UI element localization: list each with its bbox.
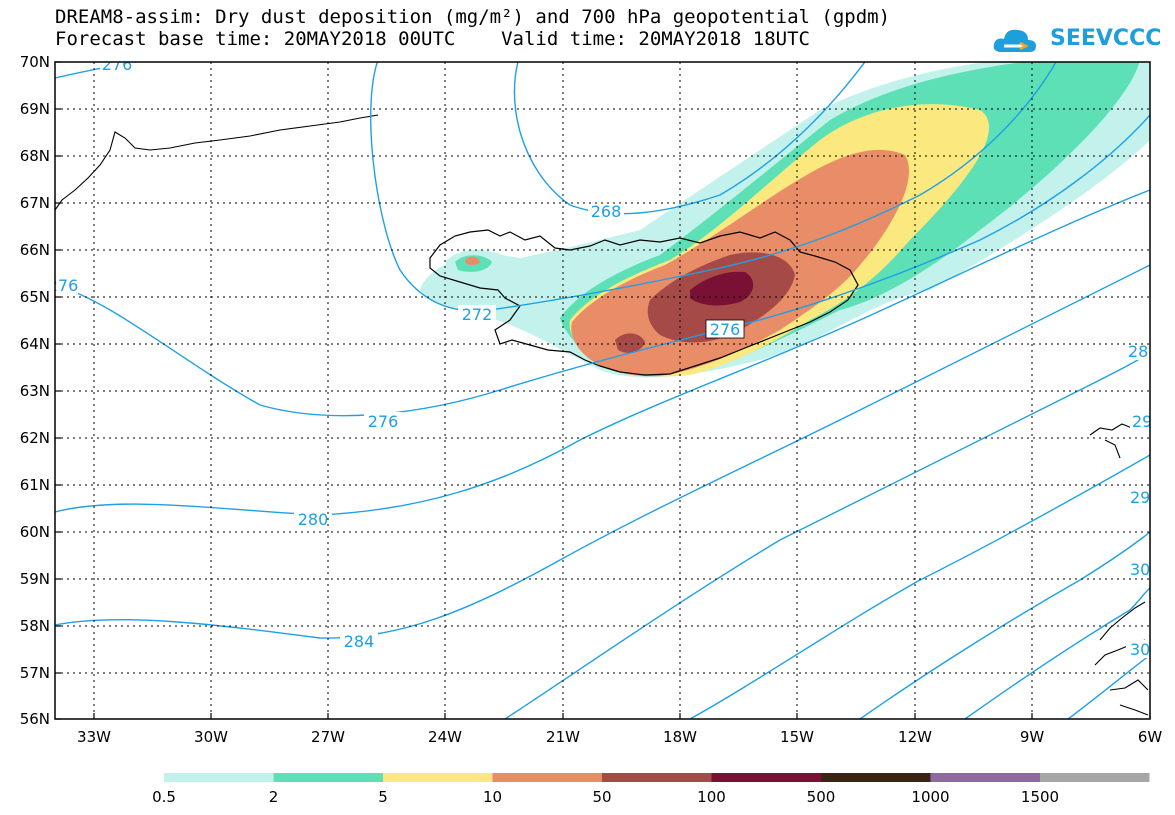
lat-label: 62N — [20, 429, 50, 447]
legend-swatch — [164, 773, 274, 782]
lon-label: 30W — [194, 728, 228, 746]
lat-label: 64N — [20, 335, 50, 353]
legend-tick: 1500 — [1021, 788, 1059, 806]
lat-label: 68N — [20, 147, 50, 165]
contour-280 — [55, 189, 1150, 516]
lon-label: 12W — [898, 728, 932, 746]
gridlines — [55, 62, 1150, 719]
dust-100-region — [690, 271, 754, 306]
legend-swatch — [821, 773, 931, 782]
contour-268 — [513, 62, 866, 215]
contour-label-272: 272 — [462, 305, 493, 324]
legend-tick: 10 — [483, 788, 502, 806]
legend-swatch — [383, 773, 493, 782]
scotland-coastline — [1094, 601, 1149, 716]
contour-label-276-south: 276 — [368, 412, 399, 431]
lon-label: 6W — [1138, 728, 1163, 746]
contour-300 — [964, 587, 1150, 719]
logo-text: SEEVCCC — [1050, 26, 1162, 51]
legend-tick: 100 — [697, 788, 726, 806]
lat-label: 65N — [20, 288, 50, 306]
legend-swatch — [930, 773, 1040, 782]
legend-labels: 0.5 2 5 10 50 100 500 1000 1500 — [152, 788, 1059, 806]
longitude-labels: 33W 30W 27W 24W 21W 18W 15W 12W 9W 6W — [77, 728, 1162, 746]
greenland-coastline — [55, 114, 379, 211]
contour-284 — [55, 264, 1150, 639]
contour-288 — [504, 351, 1150, 719]
lon-label: 27W — [311, 728, 345, 746]
contour-label-288: 28 — [1128, 342, 1148, 361]
latitude-labels: 70N 69N 68N 67N 66N 65N 64N 63N 62N 61N … — [20, 53, 50, 728]
title-line-1: DREAM8-assim: Dry dust deposition (mg/m²… — [55, 6, 891, 28]
legend-tick: 500 — [807, 788, 836, 806]
cloud-icon — [993, 29, 1036, 52]
lat-label: 69N — [20, 100, 50, 118]
legend-tick: 0.5 — [152, 788, 176, 806]
contour-label-280: 280 — [298, 510, 329, 529]
contour-label-276-west: 276 — [48, 276, 79, 295]
legend-swatch — [273, 773, 383, 782]
lat-label: 59N — [20, 570, 50, 588]
contour-292 — [689, 454, 1150, 719]
lat-label: 58N — [20, 617, 50, 635]
lat-label: 66N — [20, 241, 50, 259]
legend-swatch — [602, 773, 712, 782]
geopotential-contours — [55, 62, 1150, 719]
contour-label-276-top: 276 — [102, 55, 133, 74]
lon-label: 33W — [77, 728, 111, 746]
contour-label-284: 284 — [344, 632, 375, 651]
legend-swatch — [1040, 773, 1150, 782]
lon-label: 9W — [1020, 728, 1045, 746]
contour-label-300: 30 — [1130, 560, 1150, 579]
legend-tick: 5 — [378, 788, 388, 806]
contour-label-304: 30 — [1130, 640, 1150, 659]
lon-label: 21W — [546, 728, 580, 746]
legend-tick: 50 — [592, 788, 611, 806]
lat-label: 70N — [20, 53, 50, 71]
contour-label-276-iceland: 276 — [710, 320, 741, 339]
contour-label-268: 268 — [591, 202, 622, 221]
lat-label: 61N — [20, 476, 50, 494]
title-line-2: Forecast base time: 20MAY2018 00UTC Vali… — [55, 28, 810, 50]
contour-272 — [370, 62, 1057, 312]
lon-label: 15W — [780, 728, 814, 746]
lat-label: 56N — [20, 710, 50, 728]
legend-tick: 2 — [269, 788, 279, 806]
legend-colorbar — [164, 773, 1150, 782]
contour-276 — [55, 114, 1150, 417]
legend-swatch — [492, 773, 602, 782]
lat-label: 63N — [20, 382, 50, 400]
contour-label-292: 29 — [1132, 412, 1152, 431]
legend-tick: 1000 — [911, 788, 949, 806]
contour-304 — [1067, 654, 1150, 719]
tick-marks — [55, 61, 1151, 720]
lat-label: 57N — [20, 664, 50, 682]
lon-label: 18W — [663, 728, 697, 746]
contour-296 — [859, 531, 1150, 719]
lat-label: 67N — [20, 194, 50, 212]
dust-50-region-b — [615, 333, 645, 353]
legend-swatch — [711, 773, 821, 782]
lat-label: 60N — [20, 523, 50, 541]
dust-westfjords-inner — [465, 256, 480, 265]
iceland-coastline — [429, 229, 859, 376]
contour-label-296: 29 — [1130, 488, 1150, 507]
lon-label: 24W — [428, 728, 462, 746]
